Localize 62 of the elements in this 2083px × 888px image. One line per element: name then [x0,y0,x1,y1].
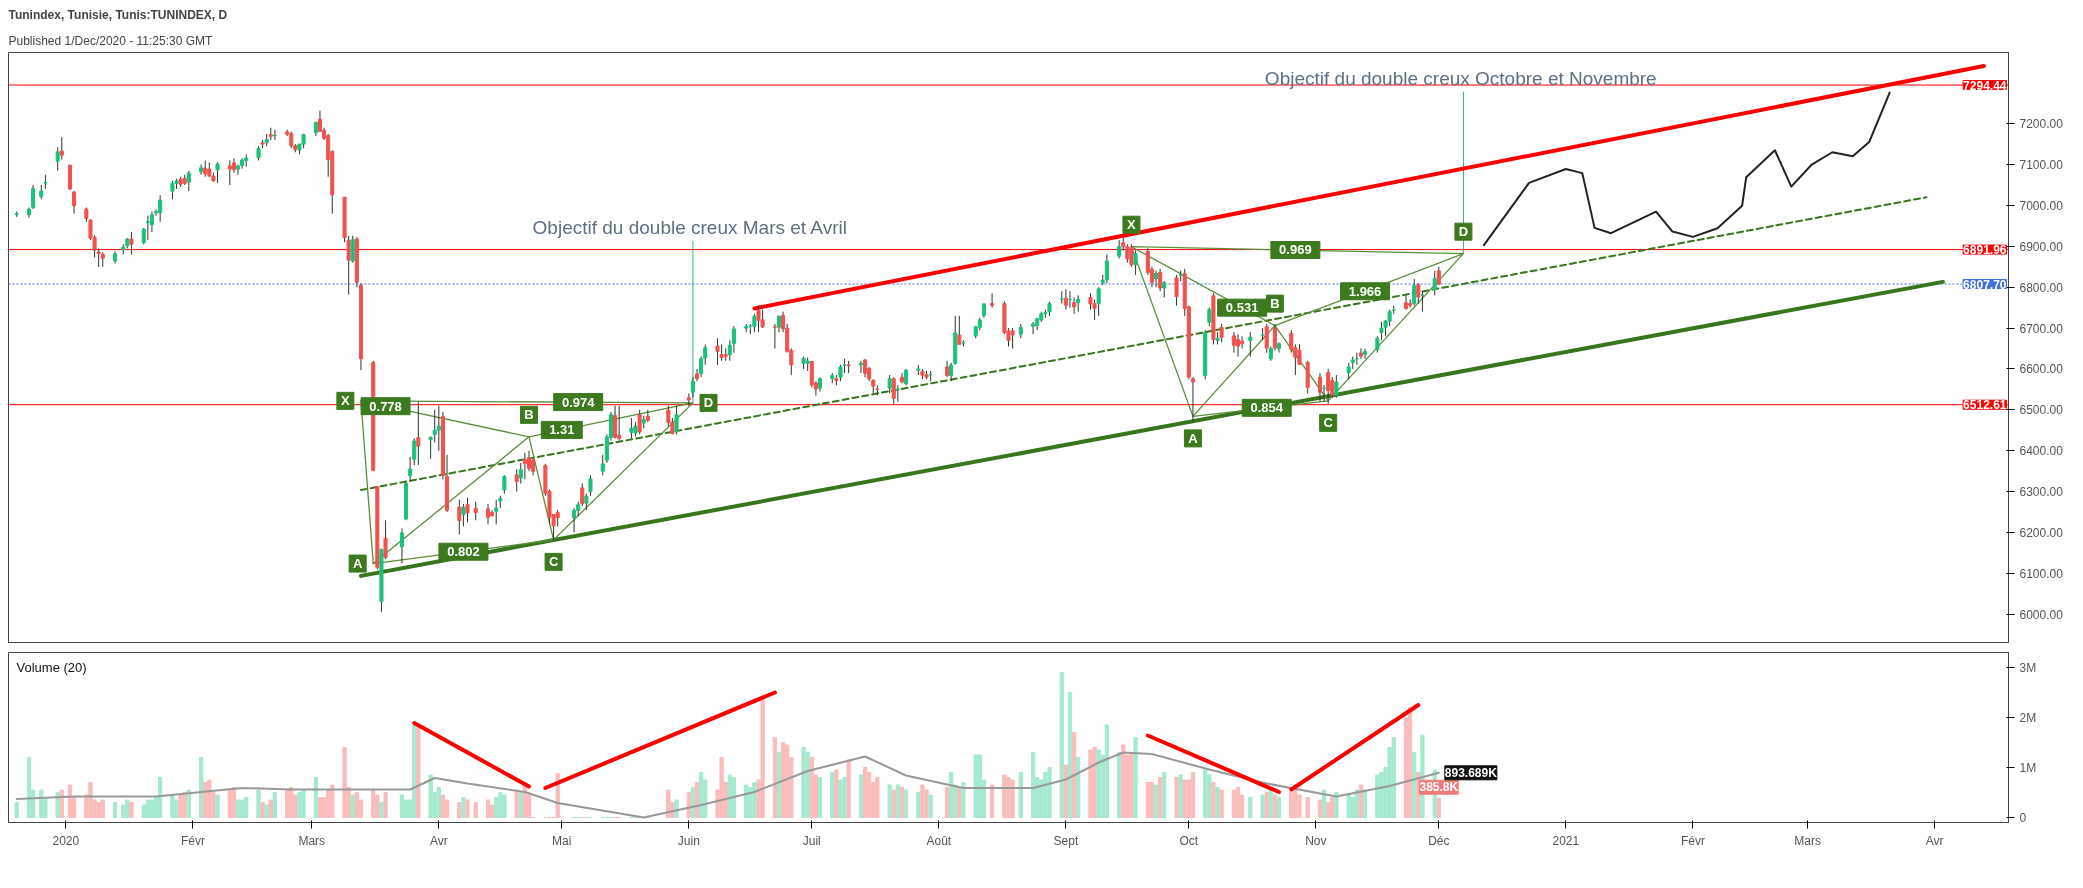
x-tick-label: Juin [677,833,700,848]
annotation: B [524,407,534,423]
annotation: X [1127,217,1137,233]
x-tick-label: Nov [1305,833,1327,848]
ref-line-label: 7294.44 [1963,78,2007,93]
annotation: 0.802 [447,544,480,560]
x-tick-label: Sept [1053,833,1079,848]
y-tick-label: 3M [2019,660,2037,675]
y-tick-label: 6300.00 [2019,485,2064,500]
annotation: 0.531 [1225,300,1259,316]
annotation: Objectif du double creux Mars et Avril [532,216,847,238]
annotation: 1.966 [1348,283,1382,299]
annotation: 1.31 [549,422,575,438]
x-tick-label: Mars [1794,833,1822,848]
annotation: 0.854 [1250,400,1284,416]
y-tick-label: 6800.00 [2019,280,2064,295]
x-tick-label: Févr [1680,833,1705,848]
x-tick-label: Juil [802,833,821,848]
annotation: C [1323,415,1334,431]
x-tick-label: Août [926,833,952,848]
annotation: A [352,556,363,572]
ref-line-label: 6807.70 [1963,277,2007,292]
x-tick-label: Déc [1428,833,1450,848]
annotation: 0.974 [561,394,596,410]
y-tick-label: 6400.00 [2019,444,2064,459]
ref-line-label: 6891.96 [1963,243,2007,258]
x-tick-label: Avr [429,833,448,848]
y-tick-label: 7200.00 [2019,117,2064,132]
data-label: 893.689K [1444,765,1498,780]
y-tick-label: 6200.00 [2019,526,2064,541]
y-tick-label: 6600.00 [2019,362,2064,377]
chart-title: Tunindex, Tunisie, Tunis:TUNINDEX, D [8,7,228,22]
annotation: C [548,554,559,570]
annotation: 0.969 [1279,242,1312,258]
x-tick-label: Févr [180,833,205,848]
annotation: D [1458,224,1469,240]
annotation: A [1188,430,1199,446]
y-tick-label: 6100.00 [2019,566,2064,581]
x-tick-label: Oct [1179,833,1199,848]
y-tick-label: 6000.00 [2019,607,2064,622]
annotation: X [341,393,351,409]
y-tick-label: 1M [2019,760,2037,775]
y-tick-label: 6500.00 [2019,403,2064,418]
y-tick-label: 7100.00 [2019,158,2064,173]
annotation: 0.778 [369,398,402,414]
y-tick-label: 2M [2019,710,2037,725]
y-tick-label: 0 [2019,810,2027,825]
text: Volume (20) [16,659,87,675]
x-tick-label: Mars [298,833,326,848]
x-tick-label: 2020 [52,833,80,848]
annotation: Objectif du double creux Octobre et Novembre [1264,67,1657,89]
x-tick-label: Avr [1925,833,1944,848]
ref-line-label: 6512.61 [1963,398,2007,413]
x-tick-label: Mai [552,833,572,848]
y-tick-label: 6700.00 [2019,321,2064,336]
x-tick-label: 2021 [1552,833,1580,848]
y-tick-label: 6900.00 [2019,239,2064,254]
chart-subtitle: Published 1/Dec/2020 - 11:25:30 GMT [8,33,214,48]
data-label: 385.8K [1419,780,1459,795]
annotation: B [1270,296,1280,312]
y-tick-label: 7000.00 [2019,198,2064,213]
annotation: D [703,395,714,411]
